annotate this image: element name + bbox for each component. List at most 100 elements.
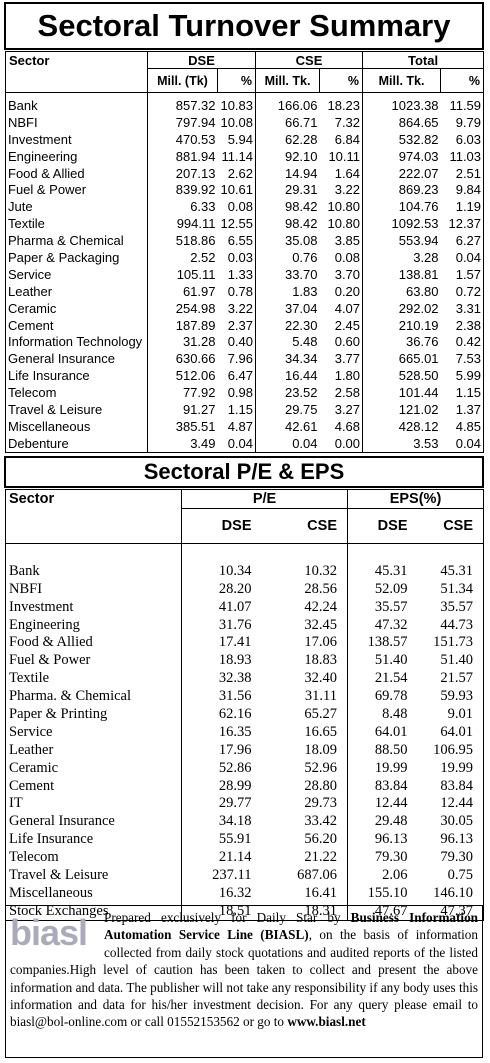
- cell: 29.73: [261, 794, 348, 813]
- cell: 385.51: [175, 418, 216, 434]
- cell: 0.42: [455, 334, 482, 350]
- row: Ceramic 254.98 3.22 37.04 4.07 292.02 3.31: [5, 299, 484, 317]
- cell: 16.32: [218, 884, 252, 901]
- cell: 630.66: [175, 351, 216, 367]
- cell: 0.78: [217, 282, 257, 300]
- cell: 18.31: [261, 901, 348, 921]
- cell: 16.44: [284, 368, 318, 384]
- subheader-cell: DSE: [377, 518, 408, 534]
- cell: 187.89: [175, 317, 216, 333]
- row: Bank 10.34 10.32 45.31 45.31: [5, 561, 484, 580]
- cell: Engineering: [5, 147, 148, 165]
- cell: Travel & Leisure: [5, 866, 182, 884]
- cell: Bank: [5, 92, 148, 114]
- subheader-cell: %: [319, 68, 364, 93]
- cell: 29.77: [218, 795, 252, 812]
- cell: 797.94: [175, 114, 216, 130]
- row: Paper & Printing 62.16 65.27 8.48 9.01: [5, 705, 484, 723]
- cell: 30.05: [440, 813, 474, 830]
- cell: 91.27: [182, 401, 216, 417]
- cell: 42.24: [261, 597, 348, 616]
- header-cell: Sector: [5, 51, 148, 69]
- cell: 6.84: [319, 130, 364, 148]
- cell: Debenture: [5, 434, 148, 453]
- row: Paper & Packaging 2.52 0.03 0.76 0.08 3.28 0.0…: [5, 249, 484, 266]
- cell: 17.06: [261, 633, 348, 652]
- cell: 64.01: [374, 723, 408, 740]
- row: Pharma & Chemical 518.86 6.55 35.08 3.85 553.…: [5, 232, 484, 250]
- cell: Food & Allied: [5, 164, 148, 182]
- cell: General Insurance: [5, 812, 182, 831]
- cell: Engineering: [5, 615, 182, 634]
- cell: 62.16: [218, 705, 252, 722]
- cell: 10.34: [218, 562, 252, 579]
- subheader-cell: Mill. Tk.: [362, 68, 442, 93]
- cell: 33.42: [261, 812, 348, 831]
- cell: 994.11: [176, 216, 216, 232]
- cell: Investment: [5, 130, 148, 148]
- cell: 5.99: [455, 368, 482, 384]
- cell: 23.52: [284, 385, 318, 401]
- cell: 61.97: [182, 283, 216, 299]
- cell: 79.30: [374, 849, 408, 866]
- cell: 3.22: [319, 181, 364, 199]
- row: Cement 187.89 2.37 22.30 2.45 210.19 2.38: [5, 316, 484, 334]
- subheader-cell: %: [468, 73, 481, 88]
- cell: Life Insurance: [5, 830, 182, 849]
- cell: 237.11: [212, 866, 252, 883]
- pe-table: Sector P/E EPS(%) DSE CSE DSE CSE Bank 10.34…: [5, 489, 485, 921]
- cell: 12.44: [374, 795, 408, 812]
- subheader-cell: DSE: [221, 518, 252, 534]
- cell: 52.86: [218, 759, 252, 776]
- cell: 11.03: [449, 148, 482, 164]
- cell: 92.10: [284, 148, 318, 164]
- header-cell: EPS(%): [347, 489, 484, 509]
- cell: 2.52: [190, 249, 216, 265]
- cell: 12.37: [448, 216, 482, 232]
- cell: 2.37: [217, 316, 257, 334]
- cell: 292.02: [398, 300, 439, 316]
- cell: Jute: [5, 198, 148, 216]
- cell: Service: [5, 265, 148, 283]
- cell: 428.12: [398, 418, 439, 434]
- cell: 32.45: [261, 615, 348, 634]
- cell: 4.07: [319, 299, 364, 317]
- cell: 3.27: [319, 401, 364, 418]
- cell: 29.31: [284, 182, 318, 198]
- cell: 864.65: [398, 114, 439, 130]
- row: Stock Exchanges 18.51 18.31 47.67 47.37: [5, 901, 484, 921]
- cell: 0.40: [217, 333, 257, 351]
- cell: 0.04: [292, 435, 318, 451]
- cell: 2.51: [455, 165, 482, 181]
- cell: Fuel & Power: [5, 181, 148, 199]
- cell: 12.44: [440, 795, 474, 812]
- cell: 1.15: [455, 385, 482, 401]
- cell: Information Technology: [5, 333, 148, 351]
- cell: 98.42: [284, 199, 318, 215]
- cell: 83.84: [440, 777, 474, 794]
- cell: 7.53: [455, 351, 482, 367]
- cell: 2.58: [319, 384, 364, 402]
- cell: Fuel & Power: [5, 651, 182, 670]
- cell: 106.95: [433, 741, 474, 758]
- cell: 29.75: [284, 401, 318, 417]
- cell: 166.06: [277, 97, 318, 113]
- cell: 4.87: [217, 417, 257, 435]
- cell: 1.15: [217, 401, 257, 418]
- cell: 51.40: [440, 652, 474, 669]
- cell: 10.11: [319, 147, 364, 165]
- cell: 869.23: [398, 182, 439, 198]
- cell: 18.83: [261, 651, 348, 670]
- cell: 83.84: [374, 777, 408, 794]
- cell: 3.31: [455, 300, 482, 316]
- cell: 33.70: [284, 266, 318, 282]
- cell: 0.60: [319, 333, 364, 351]
- cell: 0.08: [217, 198, 257, 216]
- cell: 88.50: [374, 741, 408, 758]
- cell: 104.76: [398, 199, 439, 215]
- cell: 121.02: [398, 401, 439, 417]
- cell: 5.94: [217, 130, 257, 148]
- cell: Pharma & Chemical: [5, 232, 148, 250]
- row: Information Technology 31.28 0.40 5.48 0.60 3…: [5, 333, 484, 351]
